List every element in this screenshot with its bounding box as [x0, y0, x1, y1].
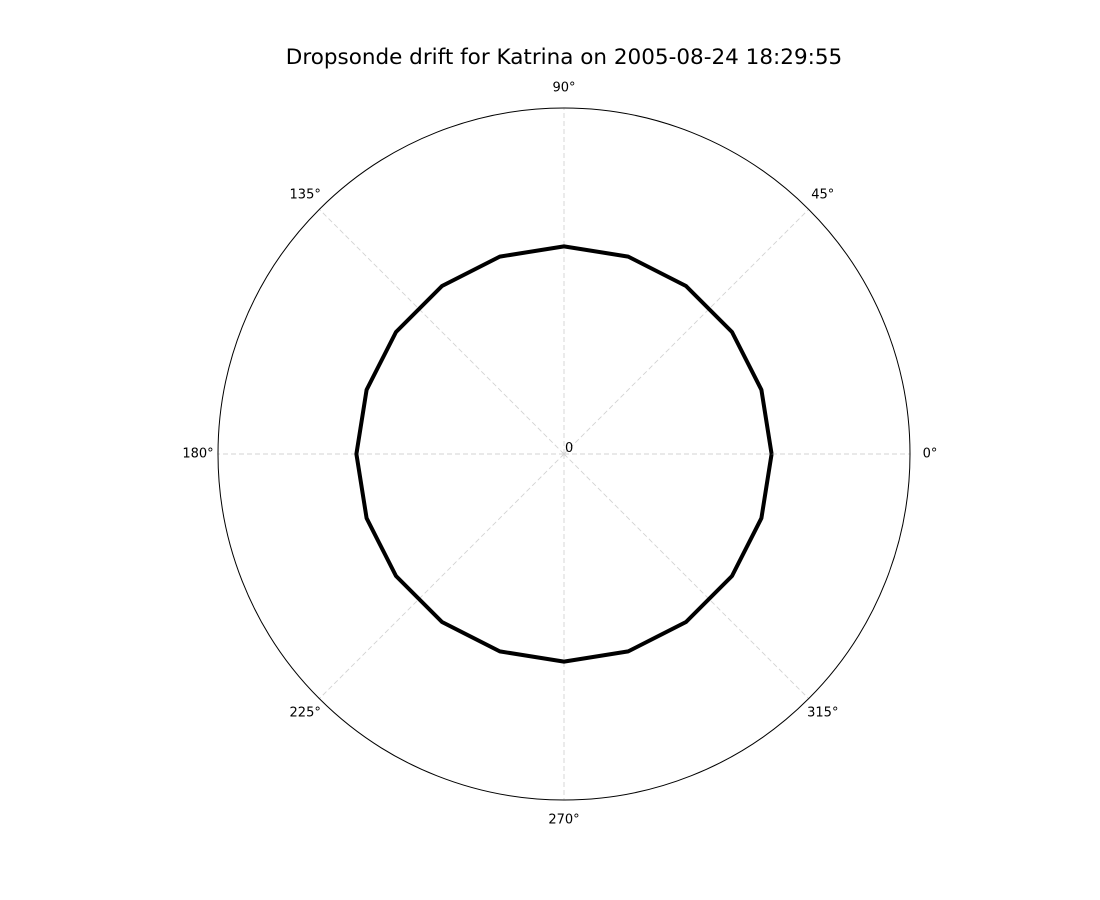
theta-tick-label-90: 90°: [552, 81, 575, 96]
theta-tick-label-135: 135°: [290, 188, 321, 203]
series-line-0: [354, 244, 774, 664]
polar-frame: [217, 107, 911, 801]
polar-grid: [218, 108, 910, 800]
theta-tick-label-45: 45°: [811, 188, 834, 203]
theta-tick-label-180: 180°: [182, 447, 213, 462]
grid-spoke-45: [563, 209, 809, 455]
grid-spoke-315: [563, 453, 809, 699]
series-layer: [354, 244, 774, 664]
theta-tick-label-225: 225°: [290, 705, 321, 720]
grid-spoke-225: [319, 453, 565, 699]
theta-tick-label-270: 270°: [548, 813, 579, 828]
theta-tick-label-0: 0°: [923, 447, 938, 462]
theta-tick-label-315: 315°: [807, 705, 838, 720]
grid-spoke-135: [319, 209, 565, 455]
tick-labels: 0° 45° 90° 135° 180° 225° 270° 315° 0: [182, 81, 937, 828]
radial-tick-label-0: 0: [565, 441, 573, 456]
chart-title: Dropsonde drift for Katrina on 2005-08-2…: [286, 45, 842, 70]
